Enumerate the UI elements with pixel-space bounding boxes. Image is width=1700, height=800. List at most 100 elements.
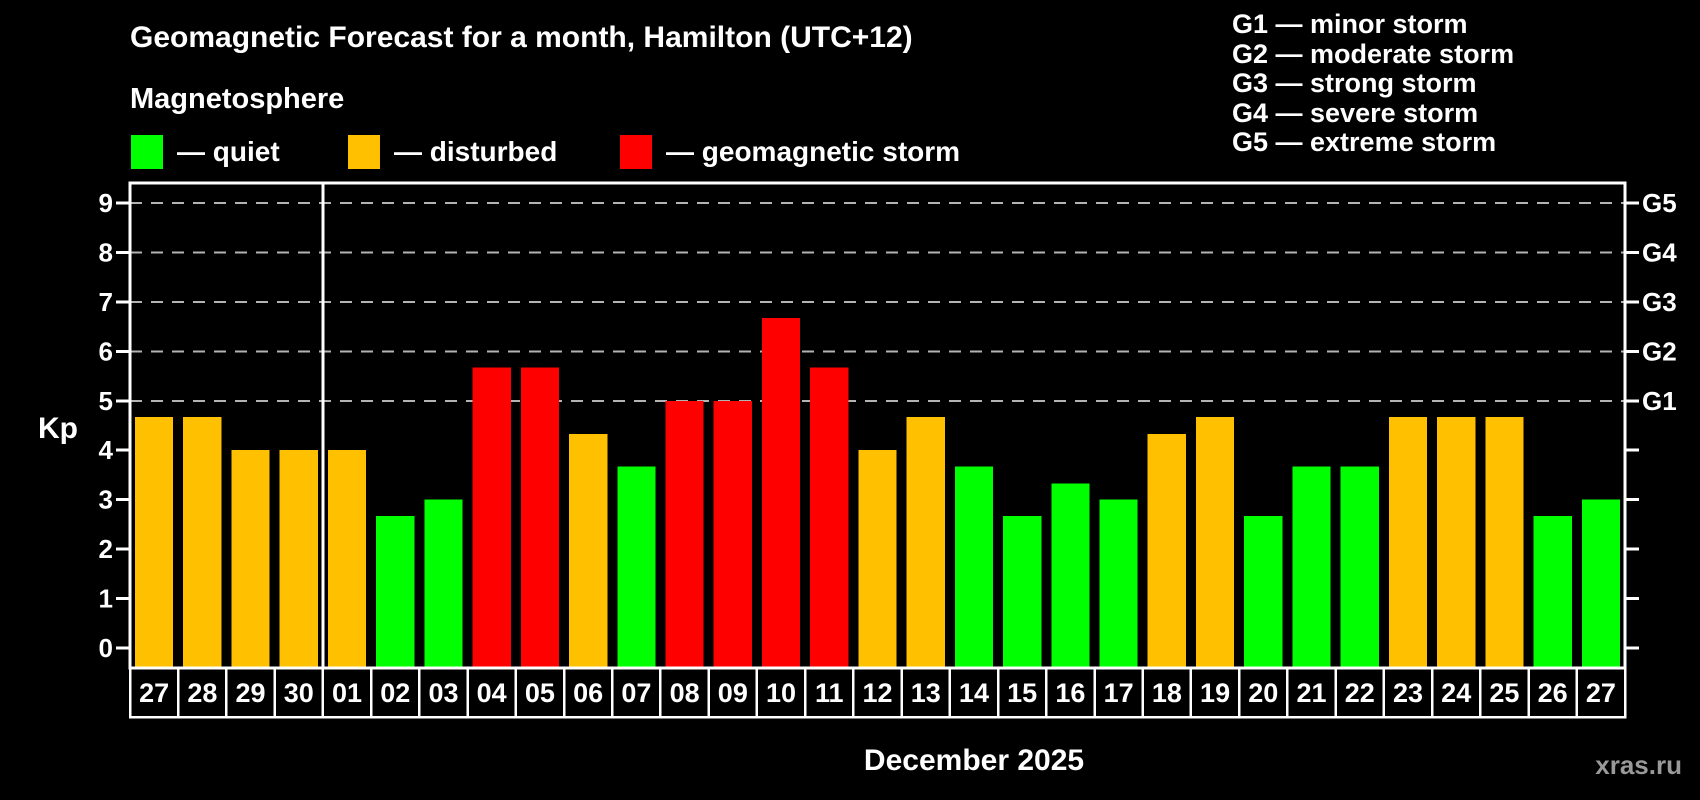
kp-bar-day-12 [858, 450, 897, 668]
day-cell-22 [1334, 666, 1386, 719]
kp-bar-day-02 [376, 516, 415, 668]
day-cell-18 [1141, 666, 1193, 719]
day-cell-26 [1527, 666, 1579, 719]
kp-bar-day-18 [1147, 433, 1186, 668]
day-label-12: 12 [862, 678, 892, 708]
kp-bar-day-08 [665, 400, 704, 668]
day-cell-27 [128, 666, 180, 719]
kp-bar-day-22 [1340, 466, 1379, 668]
day-cell-29 [225, 666, 276, 719]
day-cell-09 [707, 666, 759, 719]
y-tick-label-1: 1 [99, 584, 113, 614]
legend-label-quiet: — quiet [177, 136, 280, 167]
g-level-label-G5: G5 [1642, 188, 1677, 218]
disturbed-color-swatch [348, 135, 380, 169]
x-axis-title: December 2025 [863, 744, 1085, 777]
quiet-color-swatch [131, 135, 163, 169]
day-label-11: 11 [815, 678, 844, 708]
legend-label-storm: — geomagnetic storm [666, 136, 961, 167]
kp-bar-day-19 [1195, 417, 1235, 668]
day-label-16: 16 [1055, 678, 1085, 708]
day-cell-27 [1575, 666, 1627, 719]
day-label-14: 14 [959, 678, 989, 708]
day-label-03: 03 [428, 678, 458, 708]
kp-bar-day-30 [279, 450, 318, 668]
y-tick-label-7: 7 [99, 287, 113, 317]
day-cell-05 [514, 666, 566, 719]
day-label-21: 21 [1297, 678, 1327, 708]
g3-legend-line: G3 — strong storm [1232, 68, 1477, 98]
day-cell-12 [852, 666, 903, 719]
day-label-17: 17 [1104, 678, 1134, 708]
g-level-label-G1: G1 [1642, 386, 1677, 416]
day-label-19: 19 [1200, 678, 1230, 708]
kp-bar-day-27 [1581, 499, 1620, 668]
g1-legend-line: G1 — minor storm [1232, 9, 1468, 39]
kp-bar-day-21 [1292, 466, 1331, 668]
day-label-04: 04 [477, 678, 507, 708]
kp-bar-day-07 [617, 466, 656, 668]
g-level-label-G4: G4 [1642, 237, 1677, 267]
legend-item-storm: — geomagnetic storm [620, 133, 960, 171]
day-label-15: 15 [1007, 678, 1037, 708]
day-label-20: 20 [1248, 678, 1278, 708]
y-tick-label-2: 2 [99, 534, 113, 564]
day-label-29: 29 [236, 678, 266, 708]
kp-bar-day-03 [424, 499, 463, 668]
day-label-18: 18 [1152, 678, 1182, 708]
day-label-10: 10 [766, 678, 796, 708]
day-cell-20 [1237, 666, 1289, 719]
g5-legend-line: G5 — extreme storm [1232, 127, 1497, 157]
day-label-05: 05 [525, 678, 555, 708]
day-label-13: 13 [911, 678, 941, 708]
kp-bar-day-11 [810, 367, 849, 668]
day-cell-13 [900, 666, 952, 719]
kp-bar-day-25 [1485, 417, 1524, 668]
kp-bar-day-15 [1003, 516, 1042, 668]
kp-bar-day-05 [520, 367, 560, 668]
chart-subtitle: Magnetosphere [130, 83, 345, 115]
day-cell-06 [562, 666, 614, 719]
day-label-22: 22 [1345, 678, 1375, 708]
day-cell-28 [176, 666, 228, 719]
kp-bar-day-16 [1051, 483, 1090, 668]
day-label-28: 28 [187, 678, 217, 708]
day-cell-04 [466, 666, 518, 719]
day-label-24: 24 [1441, 678, 1471, 708]
day-cell-03 [418, 666, 469, 719]
day-cell-11 [803, 666, 855, 719]
g-scale-legend: G1 — minor storm G2 — moderate storm G3 … [1232, 9, 1514, 158]
storm-color-swatch [620, 135, 652, 169]
day-cell-10 [755, 666, 807, 719]
day-label-08: 08 [670, 678, 700, 708]
legend-item-quiet: — quiet [131, 133, 280, 171]
kp-bar-day-26 [1533, 516, 1572, 668]
day-label-07: 07 [621, 678, 651, 708]
day-label-06: 06 [573, 678, 603, 708]
chart-title: Geomagnetic Forecast for a month, Hamilt… [130, 21, 913, 54]
y-tick-label-0: 0 [99, 633, 113, 663]
kp-bar-day-10 [761, 318, 801, 668]
kp-bar-day-04 [472, 367, 511, 668]
day-label-26: 26 [1538, 678, 1568, 708]
day-cell-01 [321, 666, 373, 719]
day-cell-25 [1479, 666, 1530, 719]
day-cell-17 [1093, 666, 1144, 719]
legend-item-disturbed: — disturbed [348, 133, 557, 171]
day-cell-24 [1430, 666, 1482, 719]
day-label-01: 01 [332, 678, 362, 708]
day-cell-07 [611, 666, 662, 719]
y-tick-label-9: 9 [99, 188, 113, 218]
day-cell-14 [948, 666, 1000, 719]
y-tick-label-8: 8 [99, 237, 113, 267]
y-tick-label-4: 4 [99, 435, 114, 465]
kp-bar-day-23 [1388, 417, 1428, 668]
kp-bar-day-29 [231, 450, 270, 668]
kp-bar-day-27 [135, 417, 174, 668]
g4-legend-line: G4 — severe storm [1232, 97, 1479, 128]
y-tick-label-3: 3 [99, 485, 113, 515]
day-cell-23 [1382, 666, 1434, 719]
day-label-25: 25 [1489, 678, 1519, 708]
kp-bar-day-01 [327, 450, 367, 668]
